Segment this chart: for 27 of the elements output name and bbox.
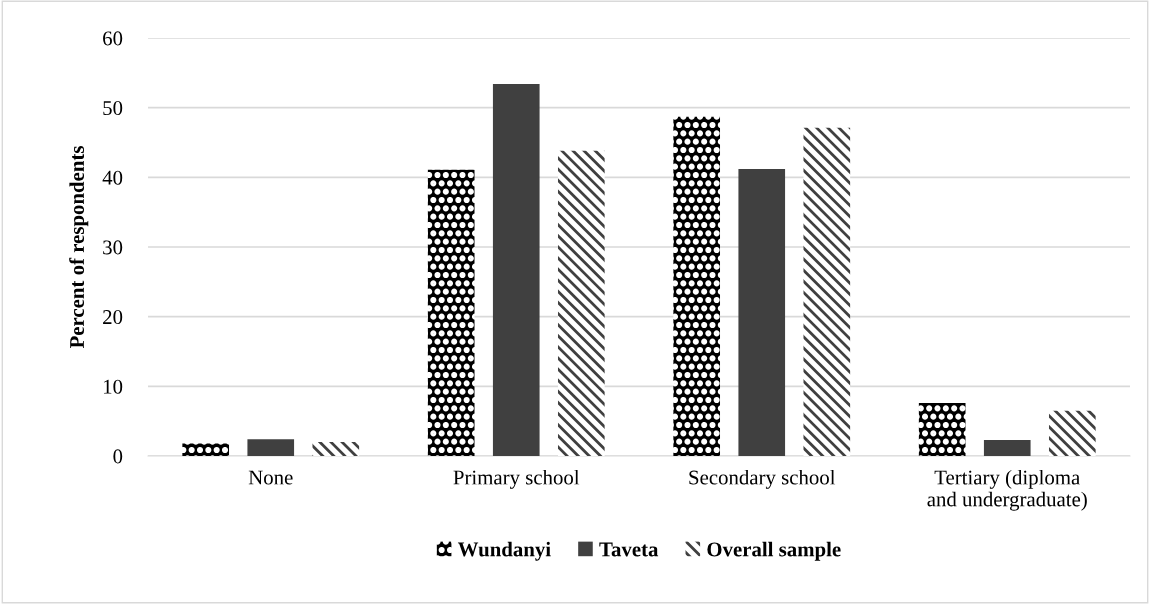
y-axis-title: Percent of respondents xyxy=(69,146,89,349)
bar xyxy=(492,83,540,456)
y-tick-label: 30 xyxy=(103,240,123,255)
y-tick-label: 20 xyxy=(103,310,123,325)
bar xyxy=(427,169,475,456)
bar xyxy=(247,439,295,456)
x-tick-label: Secondary school xyxy=(689,469,836,489)
bar xyxy=(738,168,786,456)
bar xyxy=(918,403,966,456)
legend-label: Overall sample xyxy=(707,541,841,561)
x-tick-label: Primary school xyxy=(453,469,580,489)
bar xyxy=(312,442,360,456)
bar xyxy=(803,127,851,456)
y-tick-label: 0 xyxy=(113,449,123,464)
y-tick-label: 10 xyxy=(104,379,123,394)
bar xyxy=(182,443,230,456)
bar xyxy=(673,116,721,456)
legend-label: Taveta xyxy=(599,542,659,557)
bar xyxy=(983,439,1031,456)
y-tick-label: 40 xyxy=(102,170,123,185)
y-tick-label: 60 xyxy=(103,31,123,46)
bar xyxy=(1048,410,1096,456)
y-tick-label: 50 xyxy=(103,101,123,116)
bar xyxy=(557,150,605,456)
x-tick-label: None xyxy=(248,470,293,485)
x-tick-label: Tertiary (diploma and undergraduate) xyxy=(927,469,1087,511)
legend-label: Wundanyi xyxy=(457,541,551,561)
